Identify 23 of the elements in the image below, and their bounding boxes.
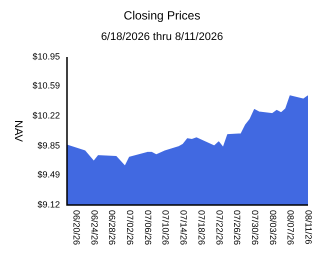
x-tick-label: 07/10/26 bbox=[160, 210, 171, 246]
y-tick-label: $9.12 bbox=[37, 199, 60, 210]
x-tick-label: 08/11/26 bbox=[304, 210, 314, 244]
chart-title: Closing Prices bbox=[124, 8, 200, 22]
x-tick-label: 08/07/26 bbox=[286, 210, 296, 246]
x-tick-label: 07/02/26 bbox=[124, 210, 135, 246]
x-tick-label: 06/24/26 bbox=[89, 210, 100, 246]
x-tick-label: 07/18/26 bbox=[196, 210, 206, 246]
x-tick-label: 07/22/26 bbox=[214, 210, 224, 246]
x-tick-label: 06/20/26 bbox=[71, 210, 82, 246]
y-axis-title: NAV bbox=[12, 120, 24, 143]
x-tick-label: 07/06/26 bbox=[142, 210, 153, 246]
y-tick-label: $10.95 bbox=[32, 51, 60, 62]
y-tick-label: $10.22 bbox=[32, 110, 60, 121]
y-tick-label: $9.85 bbox=[37, 140, 60, 150]
x-tick-label: 06/28/26 bbox=[107, 210, 118, 246]
x-tick-label: 07/26/26 bbox=[232, 210, 242, 246]
x-tick-label: 08/03/26 bbox=[268, 210, 278, 246]
chart-subtitle: 6/18/2026 thru 8/11/2026 bbox=[100, 31, 224, 44]
x-tick-label: 07/14/26 bbox=[178, 210, 189, 246]
x-tick-label: 07/30/26 bbox=[250, 210, 260, 246]
y-tick-label: $9.49 bbox=[37, 170, 60, 180]
y-tick-label: $10.59 bbox=[32, 80, 60, 91]
